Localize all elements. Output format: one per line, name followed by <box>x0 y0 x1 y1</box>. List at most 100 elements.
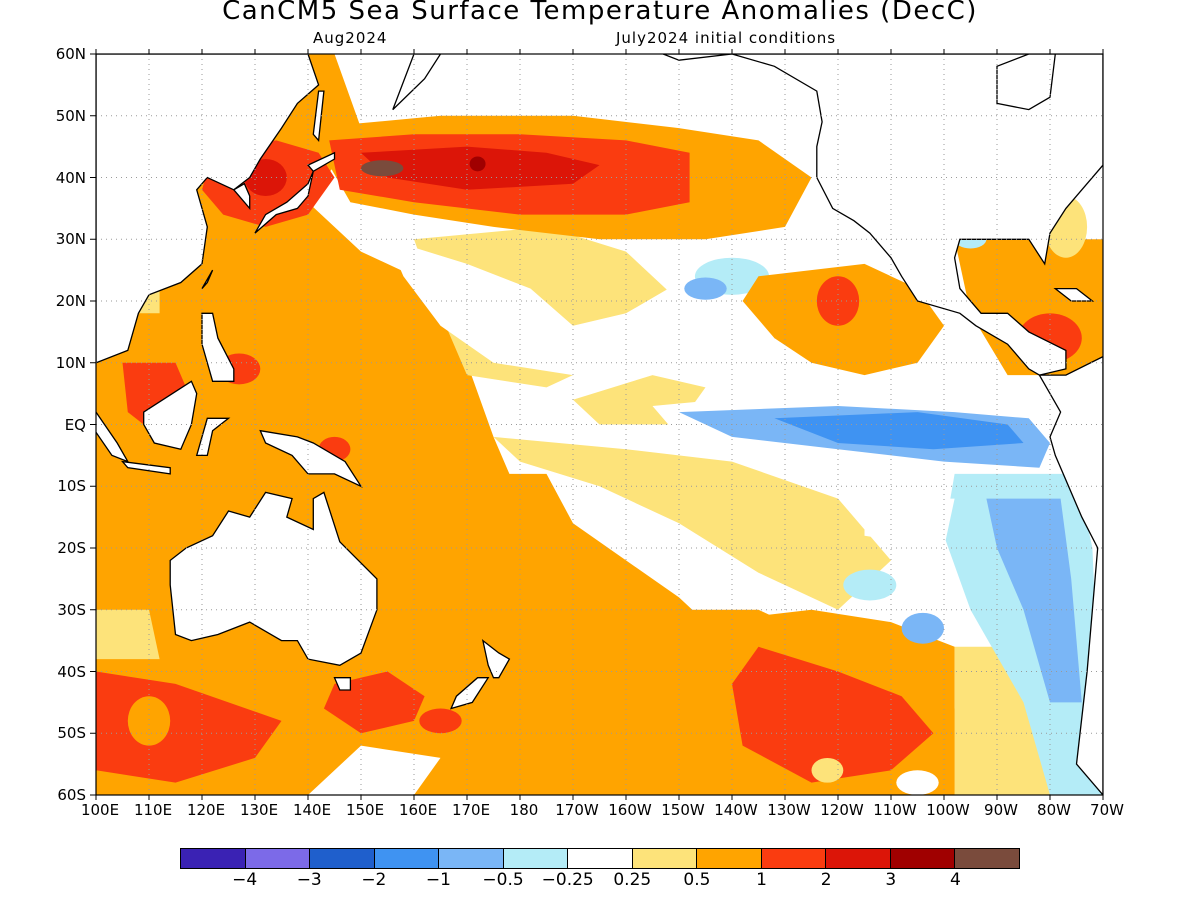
colorbar-swatch <box>890 849 956 868</box>
lon-label: 140W <box>714 801 758 819</box>
lat-label: 20N <box>55 292 86 310</box>
korea <box>232 182 251 211</box>
lat-label: 20S <box>57 539 86 557</box>
colorbar-label: −0.5 <box>482 870 524 890</box>
initial-conditions: July2024 initial conditions <box>616 29 837 47</box>
colorbar-swatch <box>503 849 569 868</box>
lat-label: 40N <box>55 168 86 187</box>
colorbar-label: 4 <box>949 870 961 890</box>
ne-pacific-red <box>816 276 860 326</box>
java <box>120 460 171 475</box>
colorbar-label: −4 <box>232 870 258 890</box>
lon-label: 170E <box>451 801 491 819</box>
colorbar-swatch <box>374 849 440 868</box>
hudson-bay-land <box>996 54 1056 111</box>
cool-streak-2 <box>901 612 944 644</box>
lon-label: 100W <box>926 801 970 819</box>
lat-label: 30S <box>57 600 86 619</box>
neutral-drake <box>896 770 939 795</box>
gridlines <box>96 54 1103 795</box>
lat-label: 10S <box>57 477 86 496</box>
lon-label: 110W <box>873 801 917 819</box>
lon-label: 100E <box>80 801 120 819</box>
north-pacific-peak <box>361 160 404 177</box>
new-guinea <box>259 429 363 488</box>
colorbar-swatch <box>439 849 504 868</box>
land-layer <box>96 54 1103 795</box>
lon-label: 110E <box>133 801 173 819</box>
lon-label: 80W <box>1037 801 1071 819</box>
north-pacific-peak-2 <box>469 156 486 172</box>
neutral-southeast <box>864 498 955 548</box>
sumatra <box>96 411 130 463</box>
colorbar-label: 3 <box>885 870 897 890</box>
se-pacific-cooler <box>986 498 1082 703</box>
australia <box>169 491 378 666</box>
axis-ticks <box>90 49 1104 800</box>
colorbar-swatch <box>826 849 891 868</box>
cool-streak <box>843 569 897 601</box>
indian-orange <box>127 696 171 746</box>
lon-label: 90W <box>984 801 1018 819</box>
map-title: CanCM5 Sea Surface Temperature Anomalies… <box>222 0 978 26</box>
pale-west-australia <box>96 609 160 660</box>
colorbar-swatch <box>568 849 633 868</box>
lat-label: 60S <box>57 786 86 804</box>
lon-label: 130W <box>767 801 811 819</box>
tasmania <box>333 677 352 691</box>
cool-patch-core <box>684 277 727 300</box>
lon-label: 170W <box>555 801 599 819</box>
lon-label: 120W <box>820 801 864 819</box>
colorbar-swatch <box>310 849 375 868</box>
lon-label: 70W <box>1090 801 1124 819</box>
colorbar-label: 1 <box>756 870 767 890</box>
pale-spot <box>811 757 844 783</box>
lon-label: 130E <box>239 801 279 819</box>
lat-label: 50N <box>55 106 86 125</box>
lon-label: 150E <box>345 801 385 819</box>
philippines <box>201 312 235 382</box>
colorbar-swatch <box>245 849 311 868</box>
lon-label: 150W <box>661 801 705 819</box>
lat-label: 60N <box>55 45 86 63</box>
colorbar-swatch <box>632 849 698 868</box>
colorbar-swatch <box>955 849 1019 868</box>
south-pacific-red <box>732 646 934 783</box>
lat-label: EQ <box>64 415 86 434</box>
lon-label: 180 <box>509 801 539 819</box>
colorbar-swatch <box>181 849 246 868</box>
forecast-month: Aug2024 <box>313 29 388 47</box>
lat-label: 50S <box>57 724 86 743</box>
lon-label: 160E <box>398 801 438 819</box>
cuba <box>1053 287 1095 302</box>
colorbar <box>180 848 1020 869</box>
colorbar-label: −0.25 <box>541 870 594 890</box>
lon-label: 120E <box>186 801 226 819</box>
neutral-south-tasman <box>308 745 441 795</box>
colorbar-swatch <box>697 849 762 868</box>
colorbar-label: −1 <box>425 870 451 890</box>
taiwan <box>201 269 214 290</box>
lat-label: 40S <box>57 662 86 681</box>
new-zealand-south <box>449 677 490 710</box>
tasman-red-2 <box>419 708 462 734</box>
borneo <box>143 380 198 450</box>
new-zealand-north <box>481 638 511 679</box>
colorbar-label: 0.5 <box>683 870 711 890</box>
colorbar-label: 2 <box>820 870 832 890</box>
pale-south-central <box>493 436 891 610</box>
lon-label: 140E <box>292 801 332 819</box>
sulawesi <box>195 417 231 457</box>
lat-label: 10N <box>55 353 86 372</box>
south-america <box>1038 355 1103 795</box>
asia-mainland <box>96 54 320 364</box>
lon-label: 160W <box>608 801 652 819</box>
japan-hokkaido <box>306 151 336 173</box>
lat-label: 30N <box>55 230 86 249</box>
cold-tongue-core <box>774 412 1024 450</box>
colorbar-label: 0.25 <box>613 870 652 890</box>
colorbar-swatch <box>761 849 827 868</box>
colorbar-label: −2 <box>361 870 387 890</box>
sakhalin <box>312 90 325 142</box>
